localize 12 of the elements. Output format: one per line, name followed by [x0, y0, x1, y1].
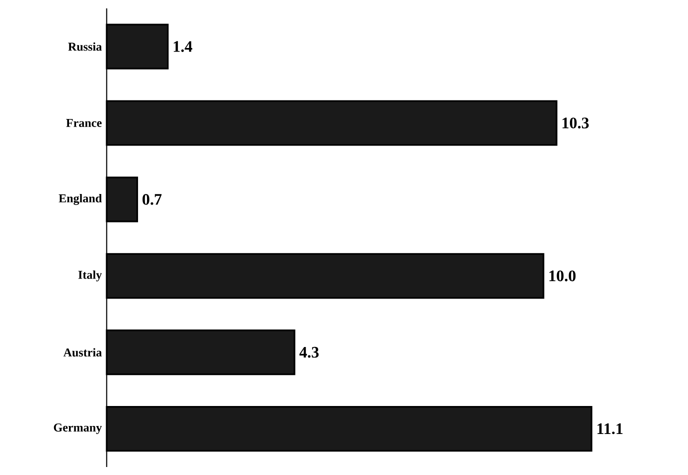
y-tick-label: France [66, 119, 102, 128]
y-tick-label: Austria [63, 348, 102, 357]
data-label: 10.0 [549, 270, 576, 282]
y-tick-label: England [58, 194, 102, 205]
y-tick-label: Russia [68, 42, 102, 51]
y-tick-label: Germany [54, 424, 102, 434]
data-label: 1.4 [174, 41, 192, 52]
data-label: 4.3 [299, 346, 319, 358]
data-label: 10.3 [562, 118, 589, 128]
y-tick-label: Italy [78, 270, 102, 282]
data-label: 11.1 [598, 423, 623, 434]
data-label: 0.7 [142, 194, 162, 205]
